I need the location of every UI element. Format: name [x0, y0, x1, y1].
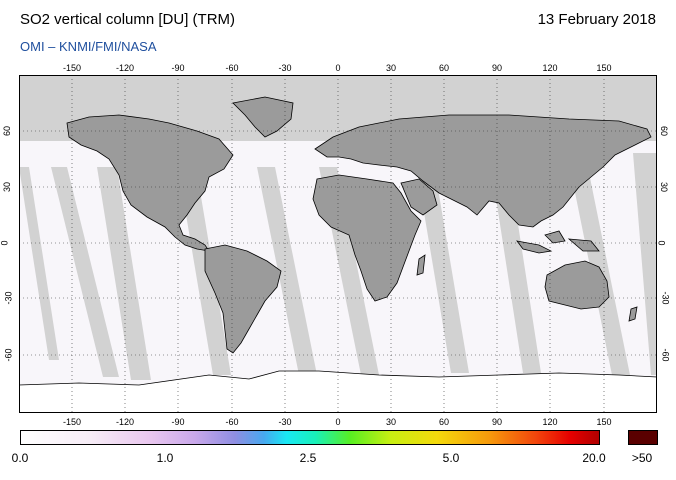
- indonesia-land: [516, 240, 553, 254]
- top-lon-label: 120: [542, 63, 558, 73]
- right-lat-label: 30: [659, 181, 670, 193]
- right-lat-label: -30: [660, 291, 671, 305]
- bottom-lon-label: 0: [335, 417, 341, 427]
- graticule: [19, 75, 657, 413]
- bottom-lon-label: 60: [438, 417, 450, 427]
- colorbar-label: 1.0: [156, 451, 174, 465]
- top-lon-label: 90: [491, 63, 503, 73]
- arabia-land: [400, 178, 438, 216]
- colorbar-overflow-label: >50: [631, 451, 653, 465]
- eurasia-land: [314, 114, 652, 228]
- australia-land: [544, 260, 610, 310]
- colorbar-overflow-swatch: [628, 430, 658, 445]
- top-lon-label: -60: [225, 63, 239, 73]
- bottom-lon-label: -150: [62, 417, 82, 427]
- top-lon-label: -90: [171, 63, 185, 73]
- south-america-land: [204, 244, 282, 354]
- new-zealand-land: [628, 306, 638, 322]
- landmasses: [19, 96, 657, 413]
- world-map: [19, 75, 657, 413]
- bottom-lon-label: -120: [115, 417, 135, 427]
- bottom-lon-label: -60: [225, 417, 239, 427]
- colorbar-label: 0.0: [11, 451, 29, 465]
- left-lat-label: 30: [2, 181, 13, 193]
- africa-land: [312, 174, 422, 302]
- left-lat-label: -30: [3, 291, 14, 305]
- top-lon-label: 30: [385, 63, 397, 73]
- colorbar-label: 2.5: [299, 451, 317, 465]
- top-lon-label: 0: [335, 63, 341, 73]
- colorbar-label: 5.0: [442, 451, 460, 465]
- map-title: SO2 vertical column [DU] (TRM): [20, 11, 236, 28]
- bottom-lon-label: 30: [385, 417, 397, 427]
- right-lat-label: -60: [660, 348, 671, 362]
- top-lon-label: 60: [438, 63, 450, 73]
- madagascar-land: [416, 254, 426, 276]
- top-lon-label: 150: [596, 63, 612, 73]
- right-lat-label: 60: [659, 125, 670, 137]
- right-lat-label: 0: [656, 240, 667, 246]
- map-frame: [19, 75, 657, 413]
- top-lon-label: -30: [278, 63, 292, 73]
- north-america-land: [66, 114, 234, 252]
- top-lon-label: -120: [115, 63, 135, 73]
- map-date: 13 February 2018: [537, 11, 656, 28]
- data-credit: OMI – KNMI/FMI/NASA: [20, 39, 157, 54]
- greenland-land: [232, 96, 294, 138]
- bottom-lon-label: 150: [596, 417, 612, 427]
- left-lat-label: 60: [2, 125, 13, 137]
- top-lon-label: -150: [62, 63, 82, 73]
- bottom-lon-label: 120: [542, 417, 558, 427]
- left-lat-label: -60: [3, 348, 14, 362]
- left-lat-label: 0: [0, 240, 10, 246]
- colorbar: [20, 430, 600, 445]
- bottom-lon-label: 90: [491, 417, 503, 427]
- bottom-lon-label: -30: [278, 417, 292, 427]
- colorbar-label: 20.0: [582, 451, 606, 465]
- bottom-lon-label: -90: [171, 417, 185, 427]
